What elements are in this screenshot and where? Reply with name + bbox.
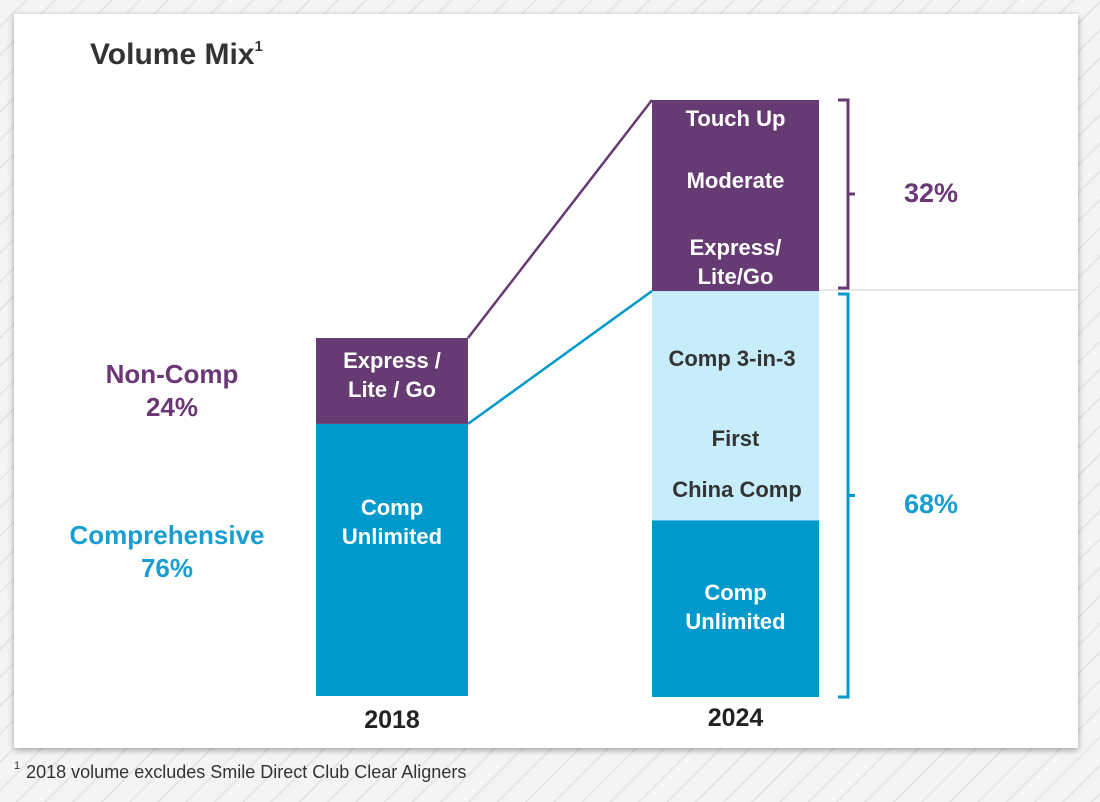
bar-2024-moderate-label: Moderate [686,168,785,193]
comprehensive-group-label: Comprehensive 76% [56,519,278,585]
comprehensive-group-pct: 76% [140,553,194,583]
footnote: 1 2018 volume excludes Smile Direct Club … [14,760,467,783]
bar-2024-express-line1: Express/ [689,235,782,260]
chart-title: Volume Mix1 [90,38,263,72]
noncomp-group-label: Non-Comp 24% [86,358,258,424]
bar-2018-noncomp-line2: Lite / Go [348,377,436,402]
title-footnote-marker: 1 [254,38,263,55]
bracket-68-pct: 68% [903,489,959,519]
bar-2018-comp-line2: Unlimited [341,524,443,549]
title-text: Volume Mix [90,38,255,71]
comprehensive-group-name: Comprehensive [69,520,265,550]
bar-2018-comp-segment [316,423,468,696]
bars-layer [316,100,819,697]
bar-2024-touch-up-label: Touch Up [685,106,786,131]
bar-2024-comp-unlimited-label: Comp Unlimited [652,578,819,636]
bracket-comprehensive [838,292,855,699]
bar-2018-comp-line1: Comp [360,495,424,520]
bar-2024-express-line2: Lite/Go [697,264,774,289]
bracket-noncomp [838,98,855,290]
noncomp-group-name: Non-Comp [105,359,239,389]
bar-2018-comp-label: Comp Unlimited [316,493,468,551]
connector-comp-top [467,290,653,425]
bar-2024-first-label: First [711,426,760,451]
bar-2024-comp-other-segment [652,291,819,521]
bar-2024-china-comp-label: China Comp [672,477,802,502]
bar-2024-express-label: Express/ Lite/Go [652,233,819,291]
slide-card [14,14,1078,748]
footnote-text: 2018 volume excludes Smile Direct Club C… [26,762,467,782]
connector-lines [467,99,1078,425]
bar-2018-noncomp-segment [316,338,468,424]
bar-2024-noncomp-segment [652,100,819,292]
bar-2024-comp-unlimited-line2: Unlimited [685,609,786,634]
x-label-2018: 2018 [364,706,420,734]
bracket-32-pct: 32% [903,178,959,208]
bar-2024-comp-unlimited-segment [652,520,819,697]
bar-2024-comp3in3-label: Comp 3-in-3 [668,346,796,371]
connector-noncomp-top [467,99,653,339]
noncomp-group-pct: 24% [145,392,199,422]
bar-2018-noncomp-label: Express / Lite / Go [316,346,468,404]
x-label-2024: 2024 [707,704,764,732]
footnote-marker: 1 [14,760,21,772]
bar-2018-noncomp-line1: Express / [343,348,441,373]
brackets-layer [838,98,855,699]
bar-2024-comp-unlimited-line1: Comp [704,580,767,605]
